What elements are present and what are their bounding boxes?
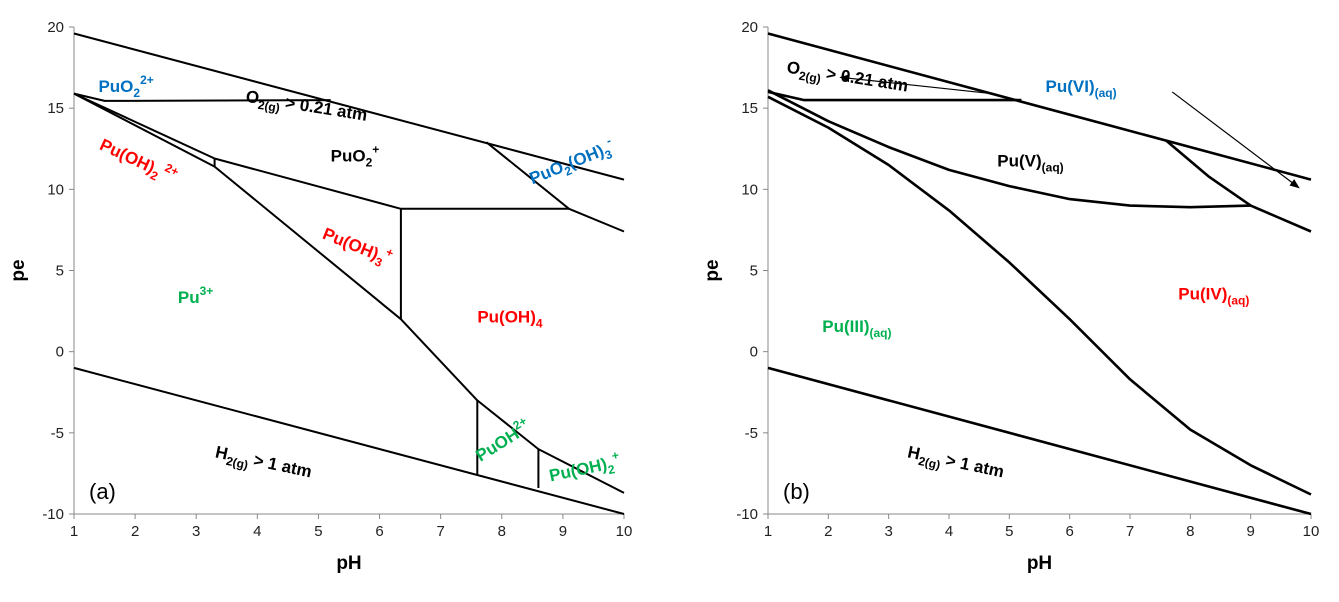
x-tick-label: 6 xyxy=(375,523,383,540)
species-label: O2(g) > 0.21 atm xyxy=(244,87,369,129)
x-tick-label: 4 xyxy=(945,523,953,540)
species-label: Pu(IV)(aq) xyxy=(1178,285,1249,308)
y-tick-label: 0 xyxy=(56,344,64,361)
y-tick-label: 15 xyxy=(741,100,758,117)
y-tick-label: 10 xyxy=(47,181,64,198)
species-label: PuO2(OH)3- xyxy=(525,133,618,191)
x-tick-label: 2 xyxy=(131,523,139,540)
species-label: H2(g) > 1 atm xyxy=(213,443,314,486)
y-axis-title: pe xyxy=(8,259,29,281)
species-label: H2(g) > 1 atm xyxy=(905,443,1006,486)
phase-boundary-line xyxy=(1165,139,1312,233)
y-tick-label: -10 xyxy=(42,506,64,523)
phase-boundary-line xyxy=(767,32,1312,181)
x-tick-label: 5 xyxy=(314,523,322,540)
species-label: O2(g) > 0.21 atm xyxy=(785,58,910,100)
x-tick-label: 1 xyxy=(70,523,78,540)
y-tick-label: -10 xyxy=(736,506,758,523)
phase-boundary-line xyxy=(73,92,216,160)
y-tick-label: 10 xyxy=(741,181,758,198)
x-axis-title: pH xyxy=(336,553,361,574)
y-tick-label: 20 xyxy=(47,19,64,36)
x-tick-label: 8 xyxy=(1186,523,1194,540)
x-tick-label: 9 xyxy=(1246,523,1254,540)
species-label: Pu(VI)(aq) xyxy=(1046,77,1117,100)
y-tick-label: 5 xyxy=(56,263,64,280)
x-axis-title: pH xyxy=(1027,553,1052,574)
x-tick-label: 3 xyxy=(192,523,200,540)
phase-boundary-line xyxy=(767,95,1312,496)
x-tick-label: 7 xyxy=(1126,523,1134,540)
species-label: Pu(V)(aq) xyxy=(997,152,1063,175)
x-tick-label: 8 xyxy=(498,523,506,540)
x-tick-label: 3 xyxy=(884,523,892,540)
species-label: Pu(OH)2 2+ xyxy=(95,132,181,191)
panel-label: (b) xyxy=(783,479,810,504)
x-tick-label: 5 xyxy=(1005,523,1013,540)
y-tick-label: 5 xyxy=(750,263,758,280)
y-tick-label: -5 xyxy=(51,425,64,442)
annotation-arrow xyxy=(839,74,992,95)
phase-boundary-line xyxy=(73,92,331,102)
x-tick-label: 9 xyxy=(559,523,567,540)
chart-panel-1: 1 2 3 4 5 6 7 8 9 10 -10 -5 0 5 10 15 20 pH pe PuO22+ O2(g) … xyxy=(8,19,632,574)
phase-boundary-line xyxy=(485,141,625,233)
x-tick-label: 6 xyxy=(1065,523,1073,540)
phase-boundary-line xyxy=(767,89,1251,209)
phase-boundary-line xyxy=(73,32,625,181)
species-label: Pu(III)(aq) xyxy=(822,317,891,340)
species-label: PuO22+ xyxy=(98,73,153,100)
phase-boundary-line xyxy=(73,366,625,515)
y-tick-label: 20 xyxy=(741,19,758,36)
x-tick-label: 4 xyxy=(253,523,261,540)
panel-label: (a) xyxy=(89,479,116,504)
phase-boundary-line xyxy=(767,366,1312,516)
x-tick-label: 7 xyxy=(436,523,444,540)
species-label: Pu3+ xyxy=(178,284,213,307)
y-tick-label: -5 xyxy=(745,425,758,442)
y-tick-label: 0 xyxy=(750,344,758,361)
phase-boundary-line xyxy=(767,90,1022,102)
species-label: PuO2+ xyxy=(331,143,380,170)
x-tick-label: 1 xyxy=(764,523,772,540)
chart-panel-2: 1 2 3 4 5 6 7 8 9 10 -10 -5 0 5 10 15 20 pH pe O2(g) > 0.21… xyxy=(702,19,1319,574)
species-label: Pu(OH)3+ xyxy=(319,220,396,272)
species-label: Pu(OH)4 xyxy=(477,307,543,330)
annotation-arrow xyxy=(1171,91,1300,189)
y-axis-title: pe xyxy=(702,259,723,281)
x-tick-label: 2 xyxy=(824,523,832,540)
x-tick-label: 10 xyxy=(616,523,633,540)
y-tick-label: 15 xyxy=(47,100,64,117)
x-tick-label: 10 xyxy=(1303,523,1320,540)
species-label: Pu(OH)2+ xyxy=(547,448,623,489)
phase-boundary-line xyxy=(73,92,625,494)
